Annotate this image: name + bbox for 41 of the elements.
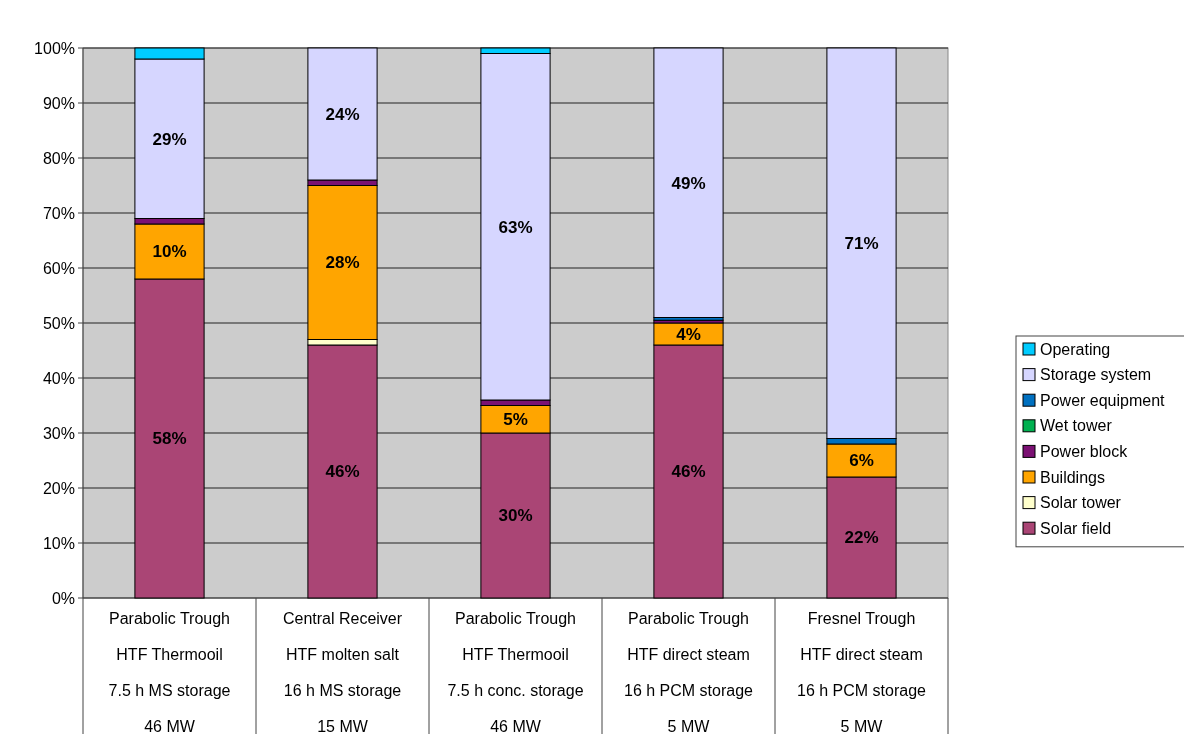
data-label: 29% [152,129,187,149]
x-tick-label: Central Receiver HTF molten salt 16 h MS storage 15 MW [282,610,403,735]
data-label: 71% [844,234,879,254]
legend-label: Wet tower [1040,417,1113,435]
legend-label: Storage system [1040,366,1152,384]
y-tick-label: 50% [42,314,75,332]
x-tick-label: Parabolic Trough HTF Thermooil 7.5 h MS storage 46 MW [108,610,231,735]
y-tick-label: 0% [51,589,75,607]
y-tick-label: 60% [42,259,75,277]
y-tick-label: 90% [42,94,75,112]
data-label: 10% [152,242,187,262]
y-tick-label: 30% [42,424,75,442]
data-label: 49% [671,173,706,193]
data-label: 6% [849,451,874,471]
legend-label: Buildings [1040,468,1105,486]
data-label: 22% [844,528,879,548]
legend-label: Power equipment [1040,391,1166,409]
legend-label: Solar field [1040,519,1112,537]
bar [653,47,724,318]
y-tick-label: 80% [42,149,75,167]
y-tick-label: 70% [42,204,75,222]
legend-label: Power block [1040,443,1129,460]
legend-label: Solar tower [1040,494,1122,512]
data-label: 63% [498,217,533,237]
data-label: 30% [498,506,533,526]
data-label: 24% [325,104,360,124]
x-tick-label: Parabolic Trough HTF Thermooil 7.5 h conc. storage 46 MW [447,610,584,735]
data-label: 46% [325,462,360,482]
data-label: 28% [325,253,360,273]
data-label: 46% [671,462,706,482]
y-tick-label: 20% [42,479,75,497]
y-tick-label: 100% [34,39,75,57]
data-label: 4% [676,324,701,344]
data-label: 58% [152,429,187,449]
x-tick-label: Parabolic Trough HTF direct steam 16 h PCM storage 5 MW [624,610,754,735]
legend-label: Operating [1040,340,1111,358]
x-tick-label: Fresnel Trough HTF direct steam 16 h PCM storage 5 MW [797,610,927,735]
y-tick-label: 10% [42,534,75,552]
bar [307,344,378,599]
y-tick-label: 40% [42,369,75,387]
data-label: 5% [503,410,528,430]
